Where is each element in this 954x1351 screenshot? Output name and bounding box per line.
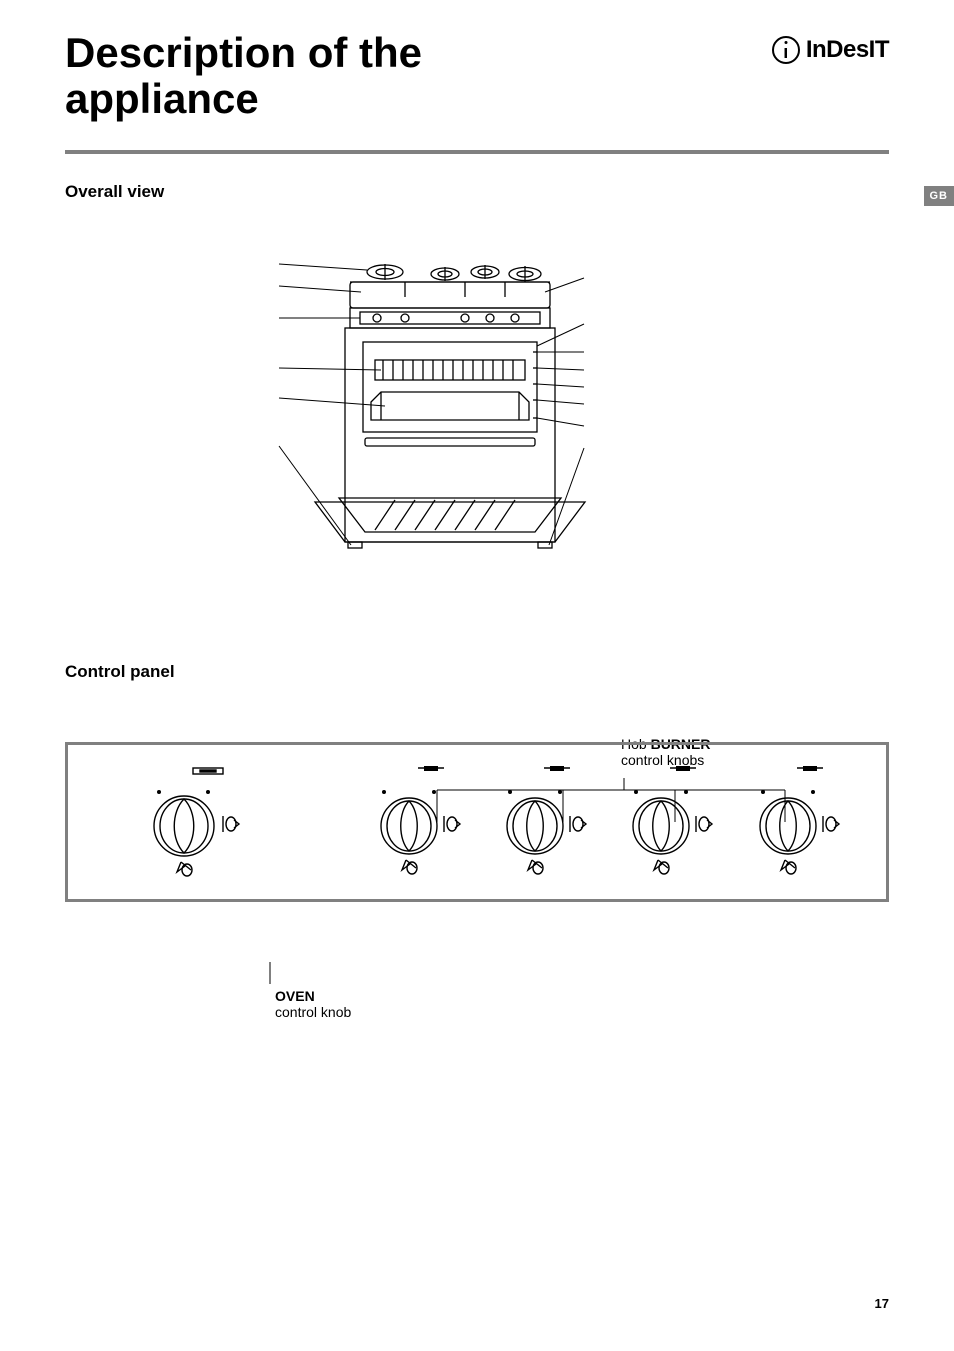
oven-knob-area bbox=[98, 762, 275, 882]
brand-icon: ı bbox=[772, 36, 800, 64]
overall-view-diagram: Gas burner Hob grid Control panel GRILL … bbox=[65, 242, 889, 602]
section-control-panel: Control panel bbox=[65, 662, 889, 682]
title-line-2: appliance bbox=[65, 75, 259, 122]
hob-knob-2 bbox=[477, 762, 603, 882]
page-header: Description of the appliance ı InDesIT bbox=[65, 30, 889, 122]
hob-knob-icon bbox=[606, 762, 726, 882]
language-tab: GB bbox=[924, 186, 954, 206]
page-number: 17 bbox=[875, 1296, 889, 1311]
hob-knob-4 bbox=[730, 762, 856, 882]
hob-knob-icon bbox=[733, 762, 853, 882]
hob-knob-1 bbox=[351, 762, 477, 882]
control-panel-box bbox=[65, 742, 889, 902]
label-oven-knob: OVEN control knob bbox=[275, 988, 351, 1020]
title-line-1: Description of the bbox=[65, 29, 422, 76]
brand-logo: ı InDesIT bbox=[772, 36, 889, 64]
hob-knob-icon bbox=[480, 762, 600, 882]
title-rule bbox=[65, 150, 889, 154]
control-panel-region: Hob BURNER control knobs bbox=[65, 742, 889, 1002]
oven-knob-icon bbox=[121, 762, 251, 882]
brand-text: InDesIT bbox=[806, 36, 889, 64]
hob-knob-3 bbox=[603, 762, 729, 882]
page-title: Description of the appliance bbox=[65, 30, 422, 122]
hob-knob-icon bbox=[354, 762, 474, 882]
appliance-diagram-svg bbox=[65, 242, 889, 602]
section-overall-view: Overall view bbox=[65, 182, 889, 202]
